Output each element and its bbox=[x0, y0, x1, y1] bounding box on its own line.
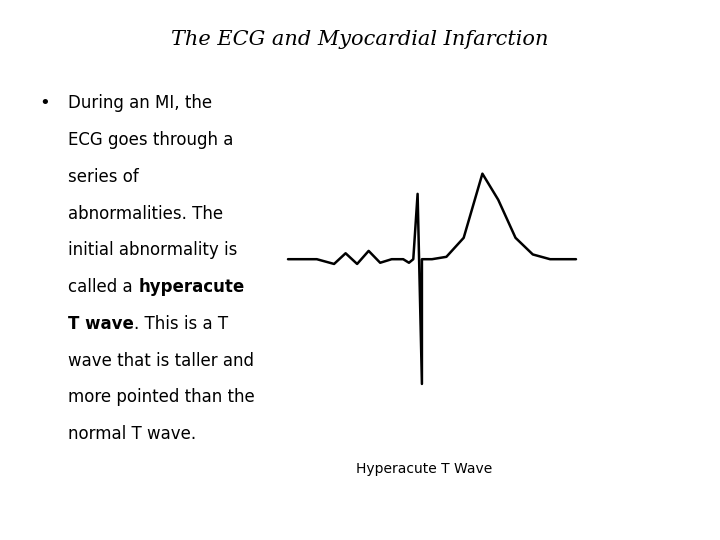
Text: more pointed than the: more pointed than the bbox=[68, 388, 255, 406]
Text: The ECG and Myocardial Infarction: The ECG and Myocardial Infarction bbox=[171, 30, 549, 49]
Text: series of: series of bbox=[68, 168, 139, 186]
Text: initial abnormality is: initial abnormality is bbox=[68, 241, 238, 259]
Text: Hyperacute T Wave: Hyperacute T Wave bbox=[356, 462, 492, 476]
Text: abnormalities. The: abnormalities. The bbox=[68, 205, 223, 222]
Text: wave that is taller and: wave that is taller and bbox=[68, 352, 254, 369]
Text: •: • bbox=[40, 94, 50, 112]
Text: T wave: T wave bbox=[68, 315, 134, 333]
Text: hyperacute: hyperacute bbox=[138, 278, 245, 296]
Text: During an MI, the: During an MI, the bbox=[68, 94, 212, 112]
Text: ECG goes through a: ECG goes through a bbox=[68, 131, 234, 149]
Text: . This is a T: . This is a T bbox=[134, 315, 228, 333]
Text: normal T wave.: normal T wave. bbox=[68, 425, 197, 443]
Text: called a: called a bbox=[68, 278, 138, 296]
